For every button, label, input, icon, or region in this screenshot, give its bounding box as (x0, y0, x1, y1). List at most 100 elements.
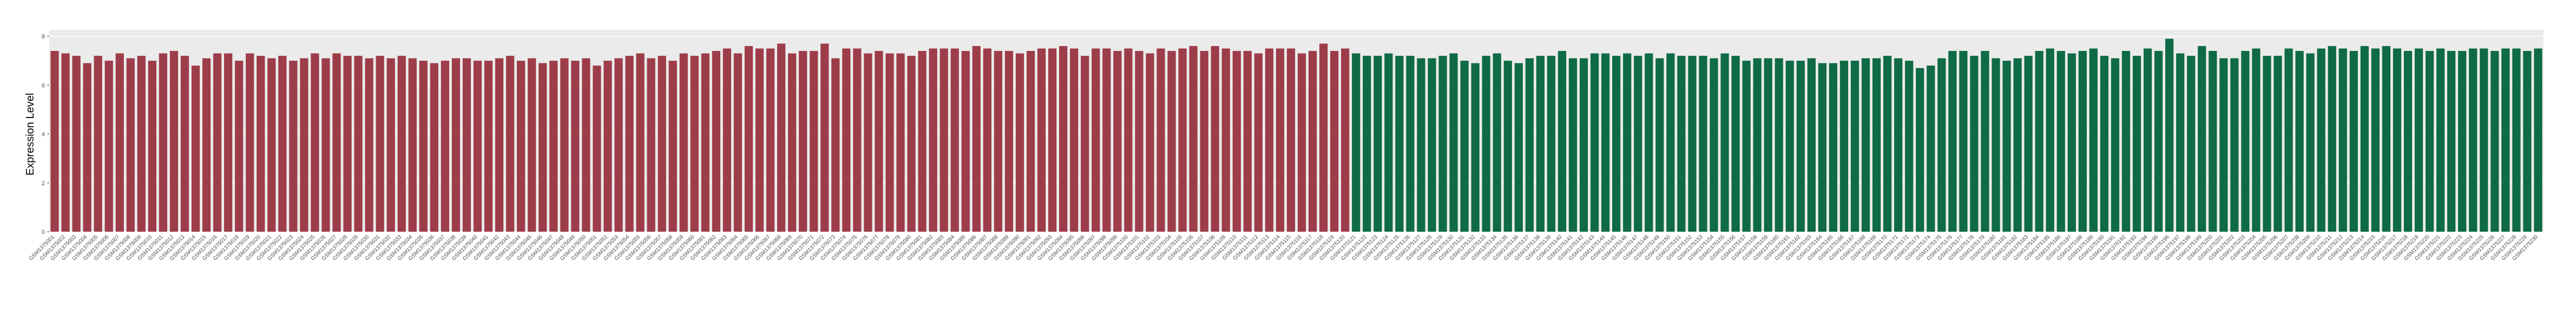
bar (180, 56, 189, 232)
bar (636, 53, 645, 232)
bar (1286, 48, 1296, 232)
bar (1688, 56, 1697, 232)
bar (1341, 48, 1350, 232)
bar (1699, 56, 1707, 232)
bar (1254, 53, 1263, 232)
bar (842, 48, 851, 232)
bar (451, 58, 461, 232)
bar (1796, 61, 1805, 232)
bar (1872, 58, 1881, 232)
bar (1807, 58, 1816, 232)
bar (907, 56, 916, 232)
bar (202, 58, 211, 232)
bar (462, 58, 471, 232)
bar (560, 58, 569, 232)
bar (777, 43, 786, 232)
bar (1352, 53, 1361, 232)
bar (2393, 48, 2402, 232)
bar (61, 53, 70, 232)
bar (744, 46, 753, 232)
bar (1015, 53, 1024, 232)
bar (668, 61, 677, 232)
bar (1764, 58, 1772, 232)
bar (235, 61, 244, 232)
bar (1536, 56, 1545, 232)
bar (1547, 56, 1556, 232)
bar (864, 53, 872, 232)
bar (137, 56, 146, 232)
bar (820, 43, 829, 232)
bar (983, 48, 991, 232)
bar (2198, 46, 2206, 232)
bar (2067, 53, 2076, 232)
bar (1374, 56, 1382, 232)
bar (1720, 53, 1729, 232)
bar (2002, 61, 2011, 232)
bar (1081, 56, 1089, 232)
bar (1992, 58, 2000, 232)
bar (354, 56, 363, 232)
bar (853, 48, 862, 232)
bar (2414, 48, 2423, 232)
bar (2360, 46, 2369, 232)
bar (2143, 48, 2152, 232)
bar (1211, 46, 1219, 232)
bar (2284, 48, 2293, 232)
bar (1623, 53, 1632, 232)
bar (1059, 46, 1068, 232)
bar (213, 53, 222, 232)
bar (419, 61, 428, 232)
bar (593, 66, 601, 232)
bar (1471, 63, 1480, 232)
bar (2425, 51, 2434, 232)
bar (2317, 48, 2325, 232)
bar (690, 56, 699, 232)
bar (104, 61, 113, 232)
bar (722, 48, 732, 232)
bar (517, 61, 525, 232)
bar (343, 56, 352, 232)
bar (2263, 56, 2271, 232)
bar (679, 53, 688, 232)
bar (1395, 56, 1404, 232)
bar (1265, 48, 1274, 232)
bar (2100, 56, 2109, 232)
bar (1981, 51, 1989, 232)
bar (1710, 58, 1718, 232)
bar (1178, 48, 1187, 232)
bar (2447, 51, 2456, 232)
bar (972, 46, 981, 232)
bar (528, 58, 536, 232)
bar (2534, 48, 2542, 232)
bar (799, 51, 807, 232)
bar (2328, 46, 2336, 232)
bar (1026, 51, 1035, 232)
bar (603, 61, 612, 232)
bar (2403, 51, 2413, 232)
bar (2230, 58, 2239, 232)
y-axis-title: Expression Level (24, 93, 36, 175)
bar (1927, 66, 1935, 232)
bar (1221, 48, 1230, 232)
bar (246, 53, 254, 232)
bar (1037, 48, 1046, 232)
bar (321, 58, 330, 232)
bar (625, 56, 634, 232)
bar (2176, 53, 2185, 232)
bar (1503, 61, 1512, 232)
bar (918, 51, 926, 232)
bar (2111, 58, 2120, 232)
bar (810, 51, 818, 232)
bar (1135, 51, 1144, 232)
bar (506, 56, 515, 232)
bar (224, 53, 233, 232)
bar (1579, 58, 1588, 232)
bar (896, 53, 905, 232)
bar (2349, 51, 2358, 232)
bar (939, 48, 948, 232)
bar (397, 56, 406, 232)
bar (2458, 51, 2467, 232)
bar (1742, 61, 1751, 232)
bar (2252, 48, 2260, 232)
